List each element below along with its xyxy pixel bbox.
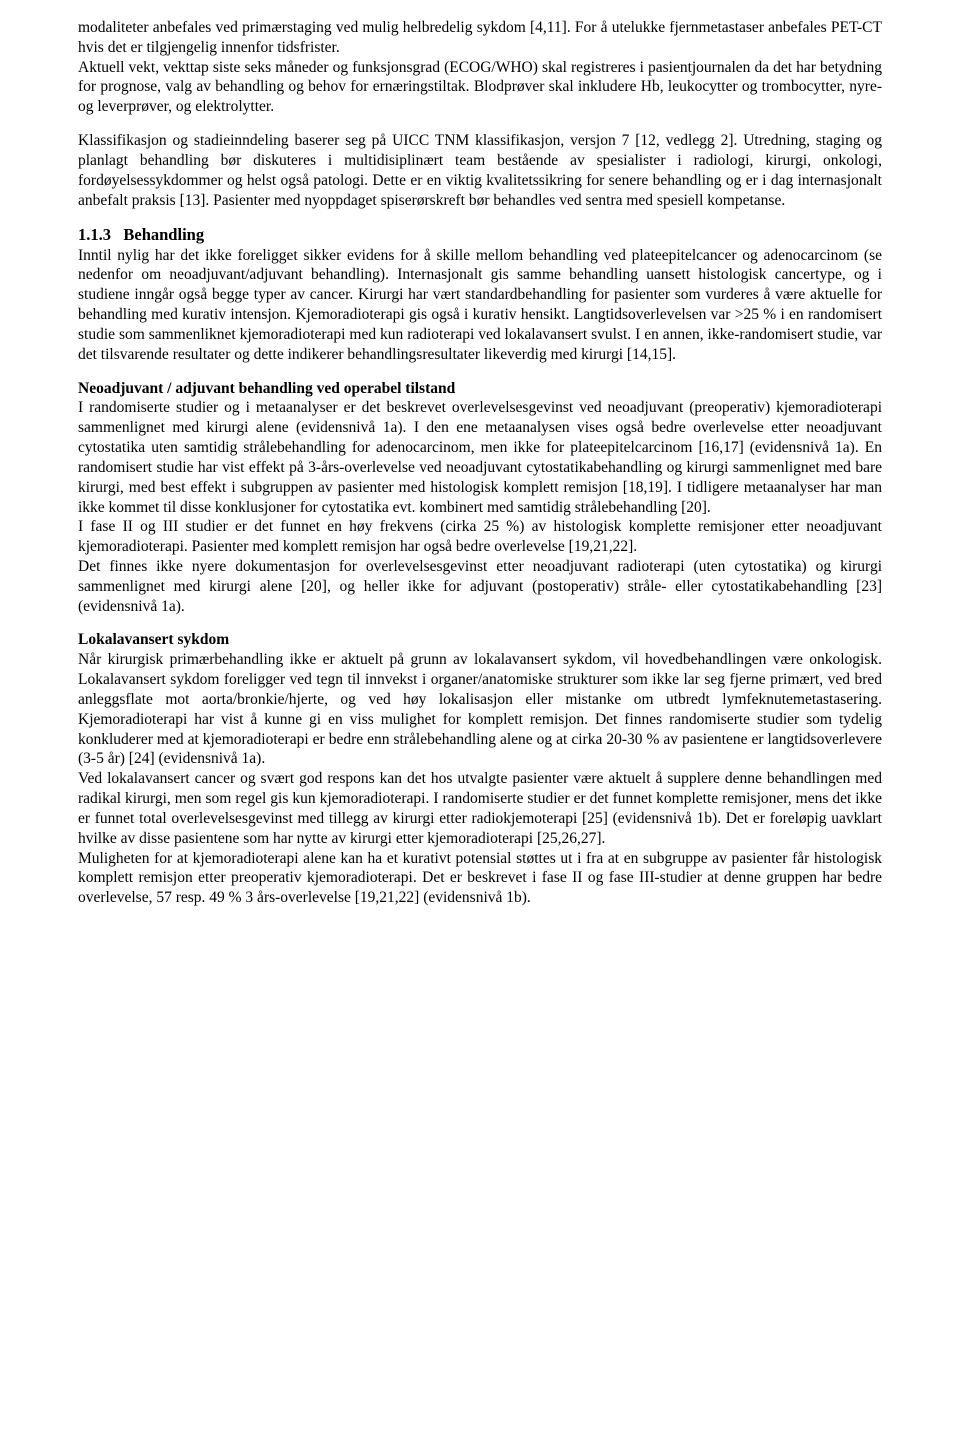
- section-113-title: Behandling: [123, 225, 204, 244]
- paragraph-intro-2: Aktuell vekt, vekttap siste seks måneder…: [78, 58, 882, 117]
- document-page: modaliteter anbefales ved primærstaging …: [0, 0, 960, 948]
- paragraph-lokal-2: Ved lokalavansert cancer og svært god re…: [78, 769, 882, 848]
- section-113: 1.1.3 Behandling Inntil nylig har det ik…: [78, 224, 882, 364]
- paragraph-classification: Klassifikasjon og stadieinndeling basere…: [78, 131, 882, 210]
- paragraph-neo-3: Det finnes ikke nyere dokumentasjon for …: [78, 557, 882, 616]
- subheading-lokalavansert: Lokalavansert sykdom: [78, 630, 882, 650]
- section-113-number: 1.1.3: [78, 225, 111, 244]
- paragraph-neo-2: I fase II og III studier er det funnet e…: [78, 517, 882, 557]
- paragraph-intro-1: modaliteter anbefales ved primærstaging …: [78, 18, 882, 58]
- paragraph-neo-1: I randomiserte studier og i metaanalyser…: [78, 398, 882, 517]
- paragraph-behandling: Inntil nylig har det ikke foreligget sik…: [78, 246, 882, 365]
- paragraph-lokal-1: Når kirurgisk primærbehandling ikke er a…: [78, 650, 882, 769]
- paragraph-lokal-3: Muligheten for at kjemoradioterapi alene…: [78, 849, 882, 908]
- subheading-neoadjuvant: Neoadjuvant / adjuvant behandling ved op…: [78, 379, 882, 399]
- section-113-heading: 1.1.3 Behandling: [78, 224, 882, 245]
